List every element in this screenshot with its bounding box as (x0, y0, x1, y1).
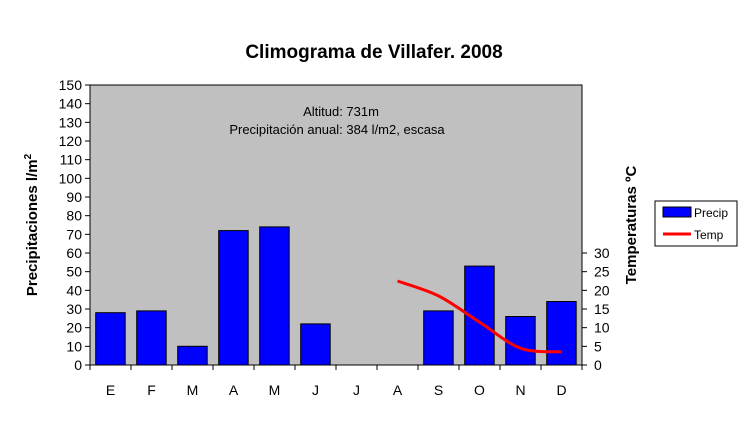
precip-bar (136, 310, 167, 366)
y-tick-label: 30 (66, 301, 82, 317)
y2-axis-label: Temperaturas ºC (623, 166, 640, 285)
y-tick-label: 100 (59, 170, 83, 186)
x-tick-label: O (474, 382, 485, 398)
y-tick-label: 120 (59, 133, 83, 149)
y-axis-label-text: Precipitaciones l/m (24, 159, 41, 296)
y2-tick-label: 10 (594, 320, 610, 336)
x-tick-label: S (434, 382, 443, 398)
precip-bar (505, 316, 536, 366)
legend-label-temp: Temp (694, 228, 724, 242)
x-tick-label: N (515, 382, 525, 398)
x-tick-label: M (269, 382, 281, 398)
y-tick-label: 150 (59, 77, 83, 93)
precip-bar (423, 310, 454, 366)
precip-bars (95, 226, 577, 366)
y2-tick-label: 0 (594, 357, 602, 373)
precip-bar (177, 345, 208, 366)
x-tick-label: A (393, 382, 403, 398)
temp-line-layer (396, 279, 562, 354)
legend: Precip Temp (654, 200, 738, 247)
chart-title: Climograma de Villafer. 2008 (245, 42, 502, 63)
y-tick-label: 80 (66, 208, 82, 224)
x-tick-label: J (353, 382, 360, 398)
precip-bar (546, 301, 577, 366)
y-tick-label: 50 (66, 264, 82, 280)
annotation-annual-precip: Precipitación anual: 384 l/m2, escasa (229, 122, 445, 137)
y2-tick-label: 25 (594, 264, 610, 280)
plot-area (89, 84, 583, 366)
y-tick-label: 140 (59, 96, 83, 112)
y-tick-label: 0 (74, 357, 82, 373)
y-axis-label-superscript: 2 (23, 153, 34, 159)
y2-tick-label: 5 (594, 338, 602, 354)
axes: 0 10 20 30 40 50 60 70 80 90 100 110 120 130 140 150 0 5 1… (59, 77, 610, 398)
y2-tick-label: 20 (594, 282, 610, 298)
legend-swatch-precip (662, 206, 692, 218)
y-tick-label: 90 (66, 189, 82, 205)
x-tick-label: J (312, 382, 319, 398)
y-tick-label: 20 (66, 320, 82, 336)
y2-tick-label: 15 (594, 301, 610, 317)
y-tick-label: 40 (66, 282, 82, 298)
temp-line (396, 279, 562, 354)
y-tick-label: 130 (59, 114, 83, 130)
x-tick-label: M (187, 382, 199, 398)
annotation-altitude: Altitud: 731m (303, 104, 379, 119)
x-tick-label: E (106, 382, 115, 398)
y-tick-label: 60 (66, 245, 82, 261)
precip-bar (259, 226, 290, 366)
y2-tick-label: 30 (594, 245, 610, 261)
legend-label-precip: Precip (694, 206, 728, 220)
precip-bar (218, 230, 249, 366)
y-tick-label: 10 (66, 338, 82, 354)
y-tick-label: 110 (60, 152, 83, 168)
precip-bar (95, 312, 126, 366)
x-tick-label: A (229, 382, 239, 398)
x-tick-label: D (556, 382, 566, 398)
x-tick-label: F (147, 382, 156, 398)
y-tick-label: 70 (66, 226, 82, 242)
y-axis-label: Precipitaciones l/m2 (23, 153, 41, 296)
precip-bar (300, 323, 331, 366)
